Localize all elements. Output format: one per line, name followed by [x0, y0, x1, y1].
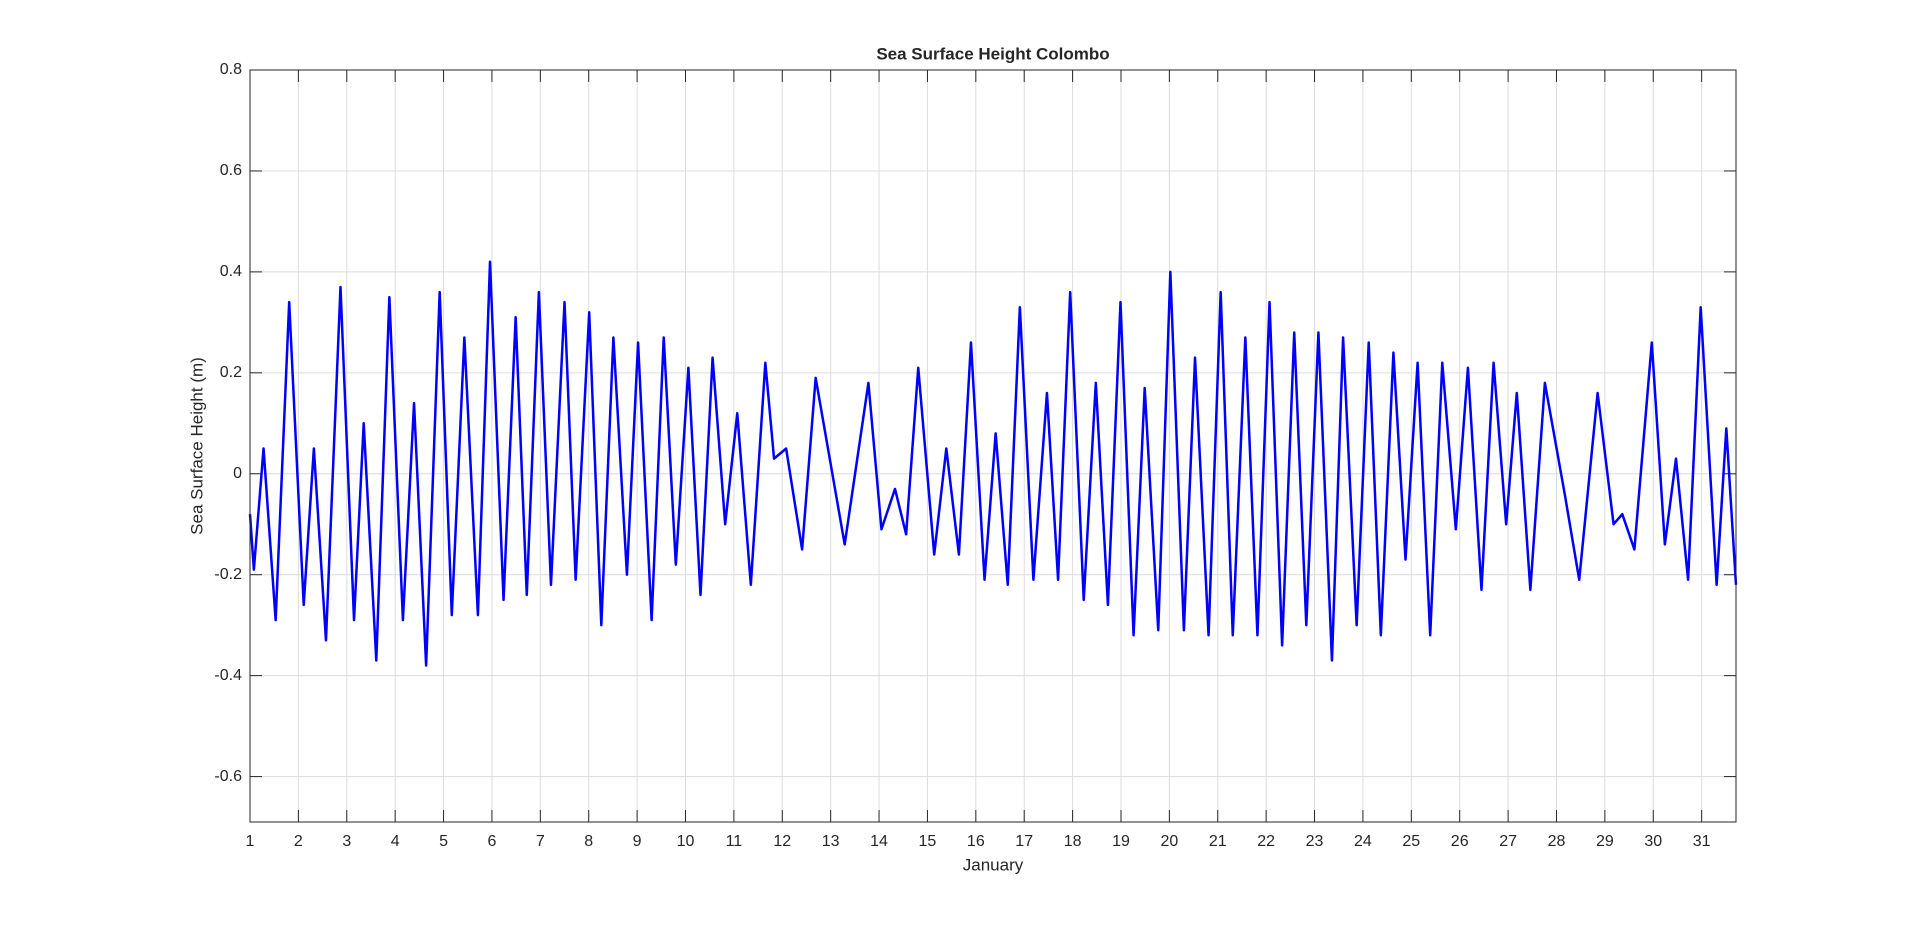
- x-tick-label: 13: [822, 833, 840, 850]
- chart-title: Sea Surface Height Colombo: [876, 44, 1109, 63]
- x-tick-label: 14: [870, 833, 888, 850]
- x-tick-label: 24: [1354, 833, 1372, 850]
- x-tick-label: 4: [391, 833, 400, 850]
- x-tick-label: 26: [1451, 833, 1469, 850]
- x-tick-label: 22: [1257, 833, 1275, 850]
- y-axis-label: Sea Surface Height (m): [187, 357, 206, 535]
- x-tick-label: 21: [1209, 833, 1227, 850]
- y-tick-label: 0: [233, 465, 242, 482]
- y-tick-label: -0.2: [214, 566, 242, 583]
- x-tick-label: 25: [1402, 833, 1420, 850]
- x-tick-label: 11: [726, 833, 743, 850]
- x-tick-label: 2: [294, 833, 303, 850]
- x-tick-label: 29: [1596, 833, 1614, 850]
- x-tick-label: 17: [1015, 833, 1033, 850]
- x-tick-label: 20: [1160, 833, 1178, 850]
- y-tick-label: -0.4: [214, 667, 242, 684]
- x-tick-label: 19: [1112, 833, 1130, 850]
- x-tick-label: 18: [1064, 833, 1082, 850]
- x-tick-label: 3: [342, 833, 351, 850]
- x-tick-label: 30: [1644, 833, 1662, 850]
- y-tick-label: 0.4: [220, 263, 242, 280]
- x-tick-label: 12: [773, 833, 791, 850]
- y-tick-label: -0.6: [214, 768, 242, 785]
- x-axis-label: January: [963, 855, 1024, 874]
- y-tick-label: 0.8: [220, 61, 242, 78]
- x-tick-label: 16: [967, 833, 985, 850]
- x-tick-label: 8: [584, 833, 593, 850]
- x-tick-label: 1: [246, 833, 255, 850]
- x-tick-label: 28: [1548, 833, 1566, 850]
- x-tick-label: 6: [487, 833, 496, 850]
- y-tick-label: 0.2: [220, 364, 242, 381]
- y-tick-label: 0.6: [220, 162, 242, 179]
- x-tick-label: 5: [439, 833, 448, 850]
- x-tick-label: 9: [633, 833, 642, 850]
- x-tick-label: 23: [1306, 833, 1324, 850]
- x-tick-label: 27: [1499, 833, 1517, 850]
- axes-box: [249, 69, 1737, 823]
- x-tick-label: 10: [677, 833, 695, 850]
- x-tick-label: 7: [536, 833, 545, 850]
- x-tick-label: 15: [919, 833, 937, 850]
- data-line: [248, 260, 1738, 667]
- x-tick-label: 31: [1693, 833, 1711, 850]
